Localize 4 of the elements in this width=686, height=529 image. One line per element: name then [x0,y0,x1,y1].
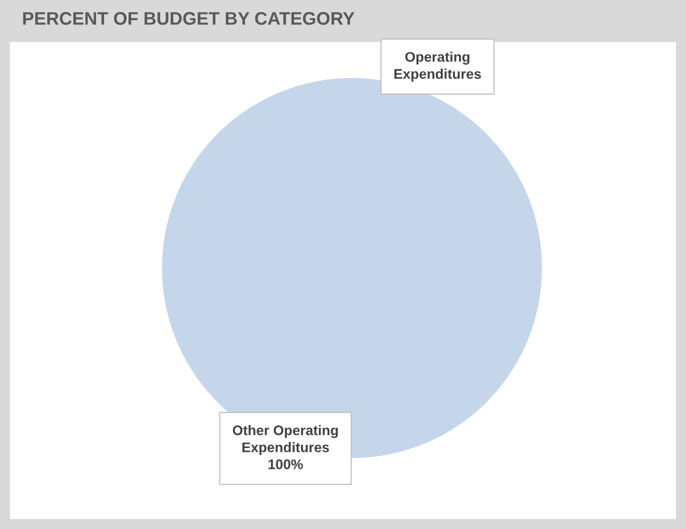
slice-label: Other Operating Expenditures [232,425,338,456]
data-label: 100% [268,459,303,470]
chart-title: PERCENT OF BUDGET BY CATEGORY [23,12,354,25]
category-label: Operating Expenditures [394,52,481,82]
